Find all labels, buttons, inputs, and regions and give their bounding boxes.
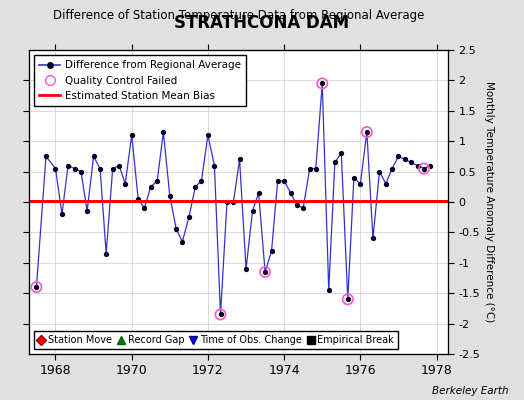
- Text: Berkeley Earth: Berkeley Earth: [432, 386, 508, 396]
- Legend: Station Move, Record Gap, Time of Obs. Change, Empirical Break: Station Move, Record Gap, Time of Obs. C…: [34, 331, 398, 349]
- Point: [318, 80, 326, 87]
- Text: STRATHCONA DAM: STRATHCONA DAM: [174, 14, 350, 32]
- Point: [344, 296, 352, 302]
- Point: [216, 311, 225, 318]
- Point: [363, 129, 371, 135]
- Point: [261, 269, 269, 275]
- Title: Difference of Station Temperature Data from Regional Average: Difference of Station Temperature Data f…: [53, 10, 424, 22]
- Point: [420, 165, 428, 172]
- Y-axis label: Monthly Temperature Anomaly Difference (°C): Monthly Temperature Anomaly Difference (…: [484, 81, 494, 323]
- Point: [32, 284, 41, 290]
